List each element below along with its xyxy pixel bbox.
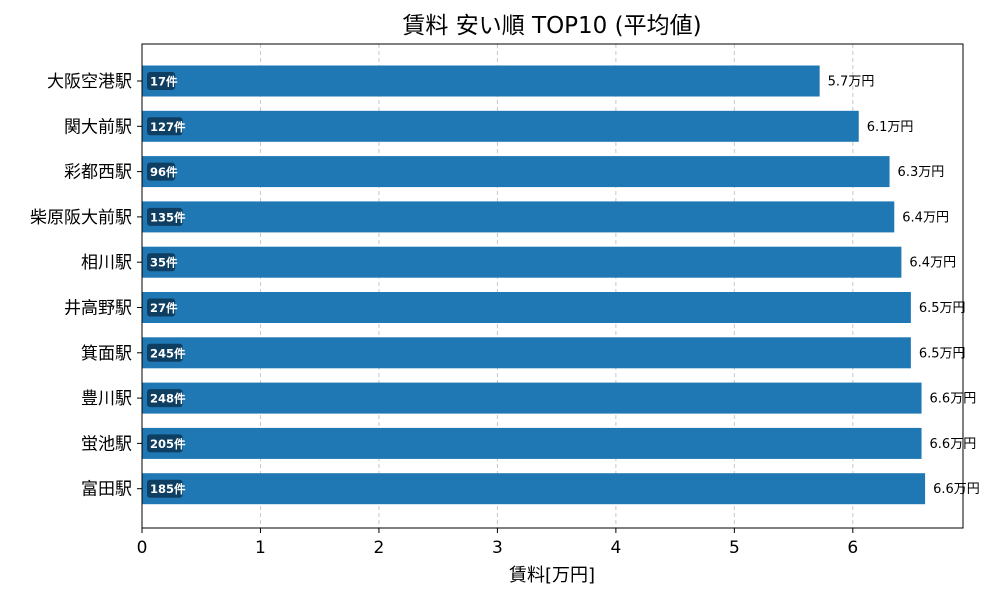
count-badge <box>147 72 176 90</box>
count-label: 127件 <box>150 120 186 134</box>
x-tick-label: 2 <box>374 538 385 558</box>
count-label: 17件 <box>150 75 178 89</box>
category-label: 蛍池駅 <box>81 434 132 454</box>
count-label: 245件 <box>150 346 186 360</box>
count-badge <box>147 162 176 181</box>
x-axis-label: 賃料[万円] <box>509 565 595 586</box>
bar <box>142 65 820 97</box>
value-label: 6.4万円 <box>902 210 949 225</box>
category-label: 彩都西駅 <box>64 163 132 183</box>
count-label: 35件 <box>150 256 178 270</box>
count-badge <box>147 253 176 272</box>
value-label: 6.5万円 <box>919 346 966 361</box>
bar <box>142 292 911 323</box>
category-label: 大阪空港駅 <box>47 72 132 92</box>
bar <box>142 110 859 142</box>
category-label: 豊川駅 <box>81 389 132 409</box>
value-label: 6.3万円 <box>898 165 945 180</box>
count-label: 185件 <box>150 482 186 496</box>
value-label: 6.5万円 <box>919 301 966 316</box>
x-tick-label: 5 <box>729 538 740 558</box>
count-label: 27件 <box>150 301 178 315</box>
value-label: 6.4万円 <box>909 256 956 271</box>
value-label: 6.6万円 <box>933 482 980 497</box>
category-label: 富田駅 <box>81 480 132 500</box>
value-label: 6.6万円 <box>930 392 977 407</box>
x-tick-label: 1 <box>255 538 266 558</box>
x-tick-label: 3 <box>492 538 503 558</box>
category-label: 柴原阪大前駅 <box>30 208 132 228</box>
bar <box>142 246 902 278</box>
count-badge <box>147 298 176 317</box>
category-label: 関大前駅 <box>64 117 132 137</box>
bars: 17件 5.7万円 127件 6.1万円 96件 6.3万円 135件 6.4万円 35件 6.4… <box>142 65 980 505</box>
bar <box>142 473 926 505</box>
count-badge <box>147 479 183 498</box>
bar <box>142 382 922 414</box>
value-label: 5.7万円 <box>828 75 875 90</box>
value-label: 6.6万円 <box>930 437 977 452</box>
category-label: 箕面駅 <box>81 344 132 364</box>
chart-title: 賃料 安い順 TOP10 (平均値) <box>402 13 701 39</box>
count-badge <box>147 343 183 362</box>
value-label: 6.1万円 <box>867 120 914 135</box>
x-axis: 0 1 2 3 4 5 6 <box>137 528 858 558</box>
count-label: 135件 <box>150 210 186 224</box>
plot-frame <box>141 43 964 529</box>
category-label: 井高野駅 <box>64 299 132 319</box>
x-tick-label: 6 <box>847 538 858 558</box>
bar <box>142 427 922 459</box>
count-badge <box>147 434 183 453</box>
bar <box>142 337 911 369</box>
count-badge <box>147 207 183 226</box>
count-label: 248件 <box>150 392 186 406</box>
category-label: 相川駅 <box>81 253 132 273</box>
count-label: 205件 <box>150 437 186 451</box>
count-badge <box>147 389 183 408</box>
x-tick-label: 4 <box>610 538 621 558</box>
bar <box>142 201 895 233</box>
x-tick-label: 0 <box>137 538 148 558</box>
count-label: 96件 <box>150 165 178 179</box>
bar <box>142 156 890 188</box>
count-badge <box>147 117 183 136</box>
